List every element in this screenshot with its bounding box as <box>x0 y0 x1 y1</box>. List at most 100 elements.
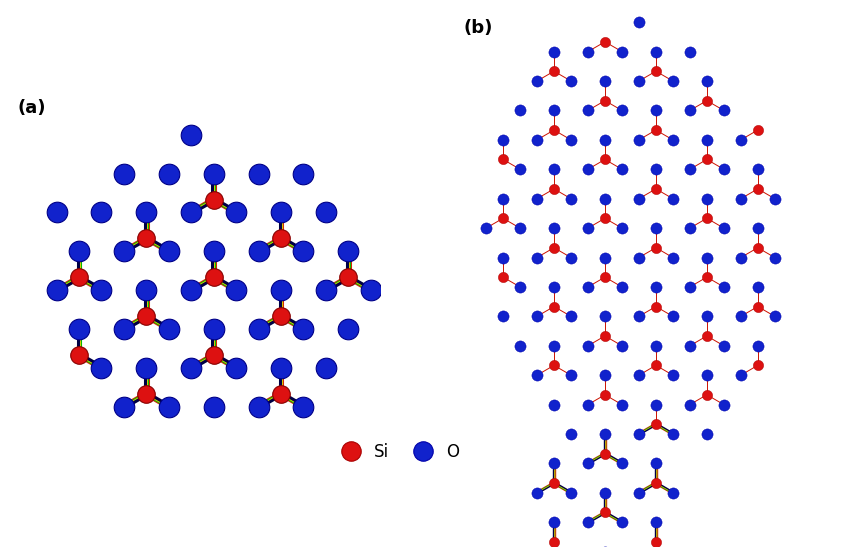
Point <box>598 508 612 517</box>
Point <box>547 223 561 232</box>
Point <box>632 489 646 497</box>
Point <box>252 402 265 411</box>
Point <box>275 286 288 295</box>
Point <box>72 247 86 256</box>
Point <box>479 223 493 232</box>
Point <box>751 341 765 350</box>
Point <box>700 273 714 282</box>
Point <box>547 518 561 526</box>
Point <box>72 351 86 360</box>
Point <box>581 106 595 115</box>
Point <box>632 253 646 262</box>
Point <box>700 332 714 340</box>
Point <box>700 214 714 223</box>
Point <box>564 136 578 144</box>
Point <box>666 77 680 86</box>
Point <box>297 324 310 333</box>
Point <box>598 253 612 262</box>
Point <box>547 479 561 488</box>
Point <box>564 77 578 86</box>
Point <box>649 106 663 115</box>
Point <box>207 247 220 256</box>
Point <box>581 400 595 409</box>
Point <box>717 106 731 115</box>
Point <box>319 208 332 217</box>
Point <box>615 400 629 409</box>
Point <box>632 371 646 379</box>
Point <box>252 324 265 333</box>
Point <box>649 479 663 488</box>
Point <box>717 400 731 409</box>
Point <box>275 208 288 217</box>
Point <box>94 208 108 217</box>
Point <box>632 430 646 439</box>
Point <box>751 184 765 193</box>
Point <box>496 136 510 144</box>
Point <box>649 283 663 292</box>
Point <box>547 537 561 546</box>
Point <box>530 371 544 379</box>
Point <box>649 518 663 526</box>
Point <box>547 243 561 252</box>
Point <box>319 363 332 372</box>
Point <box>666 194 680 203</box>
Point <box>162 169 176 178</box>
Point <box>666 136 680 144</box>
Point <box>751 361 765 370</box>
Point <box>547 302 561 311</box>
Point <box>581 341 595 350</box>
Point <box>275 312 288 321</box>
Point <box>598 332 612 340</box>
Point <box>666 371 680 379</box>
Point <box>252 247 265 256</box>
Point <box>207 402 220 411</box>
Point <box>581 47 595 56</box>
Point <box>751 165 765 173</box>
Point <box>700 312 714 321</box>
Point <box>50 208 64 217</box>
Point <box>632 77 646 86</box>
Point <box>581 283 595 292</box>
Point <box>598 96 612 105</box>
Point <box>615 283 629 292</box>
Point <box>252 169 265 178</box>
Point <box>598 449 612 458</box>
Point <box>649 67 663 76</box>
Point <box>581 165 595 173</box>
Point <box>751 283 765 292</box>
Point <box>297 402 310 411</box>
Point <box>564 312 578 321</box>
Point <box>700 371 714 379</box>
Point <box>649 341 663 350</box>
Point <box>139 389 153 398</box>
Point <box>632 194 646 203</box>
Point <box>275 363 288 372</box>
Point <box>207 351 220 360</box>
Point <box>666 489 680 497</box>
Point <box>496 273 510 282</box>
Point <box>564 194 578 203</box>
Point <box>768 253 782 262</box>
Point <box>564 489 578 497</box>
Point <box>598 430 612 439</box>
Point <box>230 363 243 372</box>
Point <box>547 184 561 193</box>
Point <box>342 247 355 256</box>
Point <box>615 165 629 173</box>
Point <box>207 195 220 204</box>
Point <box>700 155 714 164</box>
Point <box>649 459 663 468</box>
Point <box>207 273 220 282</box>
Point <box>139 286 153 295</box>
Point <box>184 208 198 217</box>
Point <box>581 518 595 526</box>
Point <box>700 136 714 144</box>
Point <box>162 247 176 256</box>
Point <box>513 283 527 292</box>
Point <box>700 390 714 399</box>
Point <box>649 47 663 56</box>
Point <box>530 489 544 497</box>
Point <box>700 77 714 86</box>
Point <box>496 312 510 321</box>
Point <box>184 130 198 139</box>
